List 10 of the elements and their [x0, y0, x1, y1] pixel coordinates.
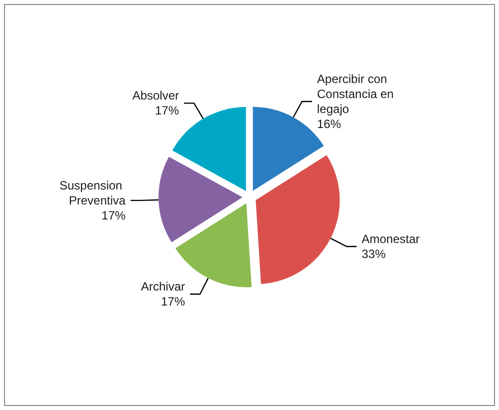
slice-label: Archivar: [141, 280, 186, 294]
data-label: 33%: [362, 246, 386, 261]
slice-label: Absolver: [132, 88, 180, 103]
data-label: 17%: [102, 208, 126, 222]
slice-label: Suspension Preventiva: [60, 178, 126, 208]
data-label: 16%: [317, 116, 342, 131]
data-label: 17%: [160, 294, 186, 309]
slice-label: Amonestar: [362, 232, 420, 246]
slice-label: Apercibir con Constancia en legajo: [317, 72, 398, 116]
data-label: 17%: [154, 104, 180, 118]
